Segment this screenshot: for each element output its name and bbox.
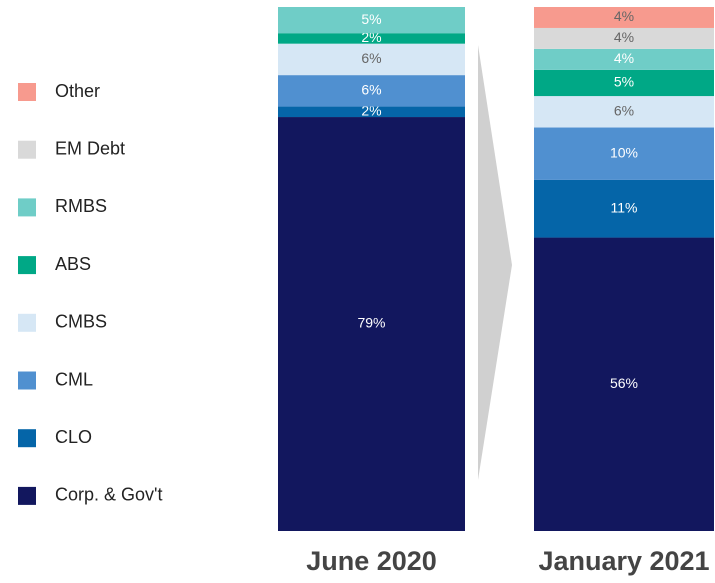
legend-label: Corp. & Gov't (55, 485, 162, 505)
transition-arrow (478, 45, 512, 480)
data-label: 4% (614, 8, 634, 24)
bar-segment (534, 237, 714, 531)
legend-swatch (18, 83, 36, 101)
legend-label: EM Debt (55, 138, 125, 158)
bar-segment (278, 117, 465, 531)
legend-swatch (18, 198, 36, 217)
data-label: 5% (361, 11, 381, 27)
legend-label: CLO (55, 427, 92, 447)
data-label: 4% (614, 29, 634, 45)
bar-segment (278, 33, 465, 44)
legend-swatch (18, 429, 36, 448)
data-label: 5% (614, 74, 634, 90)
data-label: 56% (610, 375, 638, 391)
legend-label: CML (55, 369, 93, 389)
data-label: 10% (610, 144, 638, 160)
bar-segment (534, 127, 714, 180)
legend-label: RMBS (55, 196, 107, 216)
legend-swatch (18, 486, 36, 505)
bar-segment (278, 75, 465, 107)
x-tick-label: June 2020 (306, 546, 437, 576)
data-label: 6% (361, 50, 381, 66)
bar-segment (278, 43, 465, 76)
data-label: 6% (361, 82, 381, 98)
bar-segment (534, 48, 714, 70)
x-tick-label: January 2021 (538, 546, 709, 576)
data-label: 79% (357, 315, 385, 331)
bar-segment (534, 7, 714, 28)
bar-segment (534, 27, 714, 49)
bar-segment (278, 7, 465, 34)
legend-swatch (18, 140, 36, 159)
legend-label: ABS (55, 254, 91, 274)
legend-label: CMBS (55, 312, 107, 332)
legend-label: Other (55, 81, 100, 101)
bar-segment (534, 69, 714, 97)
legend-swatch (18, 256, 36, 275)
bar-segment (278, 106, 465, 118)
bar-segment (534, 96, 714, 128)
data-label: 6% (614, 103, 634, 119)
bar-segment (534, 179, 714, 238)
data-label: 11% (611, 199, 638, 215)
legend-swatch (18, 371, 36, 390)
legend-swatch (18, 313, 36, 332)
data-label: 4% (614, 50, 634, 66)
